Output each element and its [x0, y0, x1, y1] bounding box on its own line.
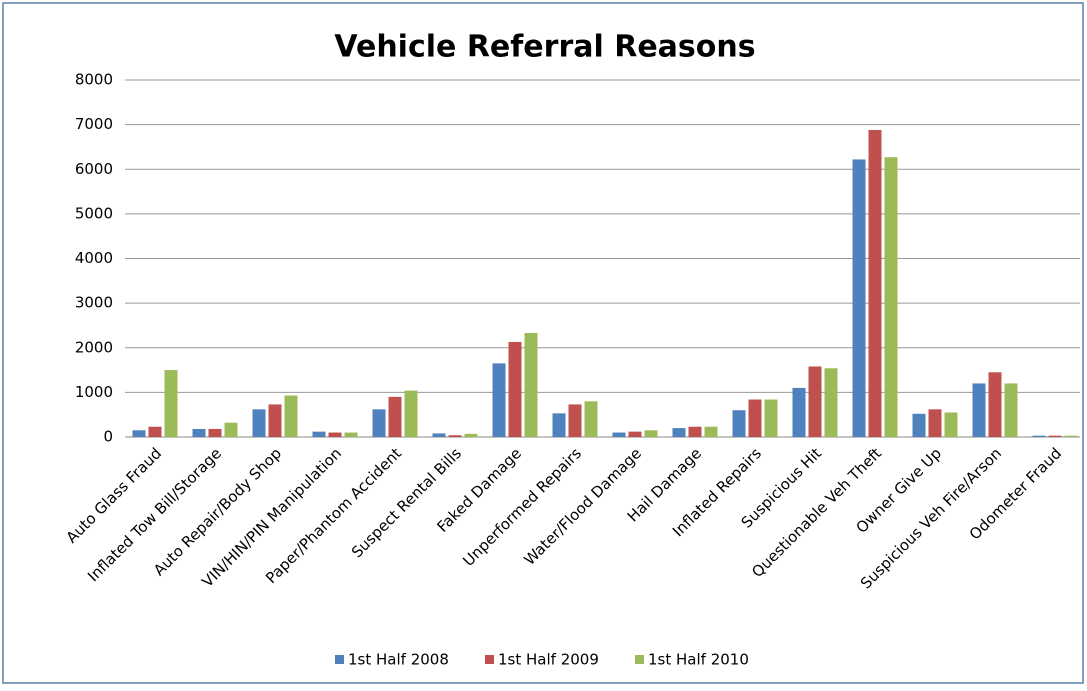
bar: [584, 401, 598, 437]
bar: [224, 422, 238, 437]
bar: [192, 428, 206, 437]
bar: [672, 428, 686, 437]
bar: [404, 390, 418, 437]
chart-title: Vehicle Referral Reasons: [334, 30, 755, 65]
bar: [464, 433, 478, 437]
bar: [388, 396, 402, 437]
bar: [328, 432, 342, 437]
y-tick-label: 6000: [75, 160, 113, 178]
y-tick-label: 4000: [75, 249, 113, 267]
y-tick-label: 1000: [75, 383, 113, 401]
bar: [792, 387, 806, 437]
bar: [1004, 383, 1018, 437]
bar: [884, 157, 898, 438]
bar: [568, 404, 582, 437]
bar: [808, 366, 822, 437]
legend-label: 1st Half 2008: [348, 651, 449, 669]
bar: [372, 409, 386, 437]
bar: [1048, 435, 1062, 437]
bar: [1064, 435, 1078, 437]
y-tick-label: 8000: [75, 71, 113, 89]
bar: [944, 412, 958, 437]
bar: [208, 428, 222, 437]
bar: [852, 159, 866, 437]
bar: [268, 404, 282, 437]
bar: [868, 129, 882, 438]
bar: [764, 399, 778, 437]
bar: [612, 432, 626, 437]
bar: [1032, 435, 1046, 437]
bar: [448, 435, 462, 437]
bar: [644, 430, 658, 437]
bar: [284, 395, 298, 437]
bar: [732, 410, 746, 437]
bar: [524, 333, 538, 437]
legend-label: 1st Half 2010: [648, 651, 749, 669]
y-tick-label: 0: [103, 428, 113, 446]
bar: [928, 409, 942, 437]
bar: [492, 363, 506, 437]
bar: [312, 431, 326, 437]
y-tick-label: 2000: [75, 338, 113, 356]
bar: [252, 409, 266, 437]
bar: [148, 426, 162, 437]
bar: [988, 372, 1002, 437]
bar: [972, 383, 986, 437]
bar: [344, 432, 358, 437]
legend-swatch: [635, 655, 644, 664]
bar: [628, 431, 642, 437]
bar: [704, 426, 718, 437]
bar: [552, 413, 566, 437]
legend-label: 1st Half 2009: [498, 651, 599, 669]
y-tick-label: 3000: [75, 294, 113, 312]
bar: [164, 370, 178, 437]
bar: [912, 413, 926, 437]
y-tick-label: 5000: [75, 204, 113, 222]
legend-swatch: [485, 655, 494, 664]
bar: [508, 341, 522, 437]
bar: [688, 426, 702, 437]
bar: [824, 368, 838, 437]
bar: [132, 430, 146, 437]
legend-swatch: [335, 655, 344, 664]
y-tick-label: 7000: [75, 115, 113, 133]
bar: [432, 433, 446, 437]
bar: [748, 399, 762, 437]
